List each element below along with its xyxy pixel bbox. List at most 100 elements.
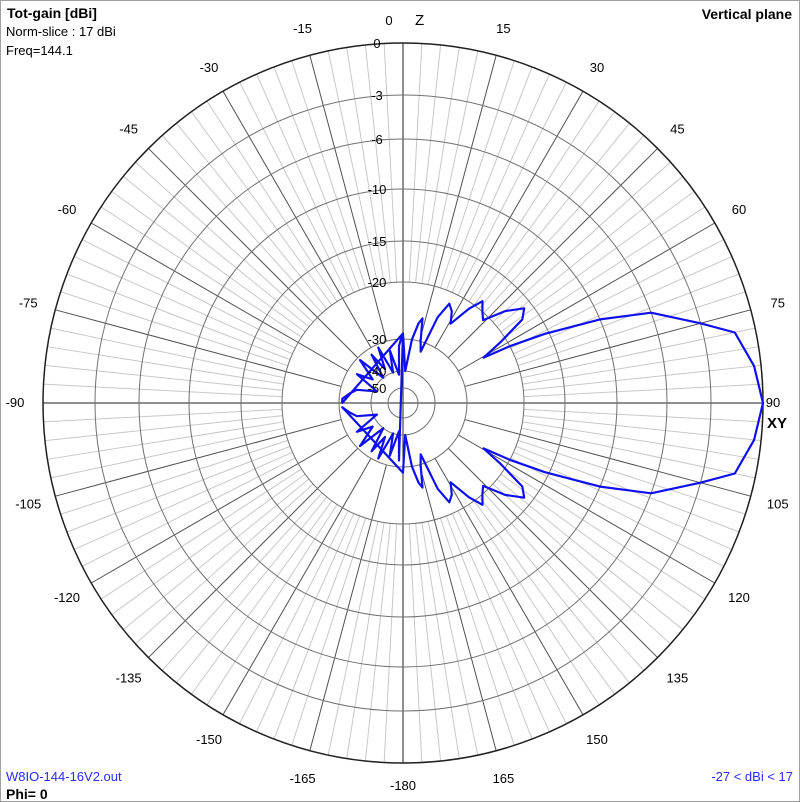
minor-gridline xyxy=(383,523,398,763)
minor-gridline xyxy=(523,383,763,398)
ring-circle xyxy=(94,94,712,712)
chart-title: Tot-gain [dBi] xyxy=(7,5,97,21)
minor-gridline xyxy=(408,43,423,283)
minor-gridline xyxy=(190,500,333,695)
minor-gridline xyxy=(521,427,756,479)
minor-gridline xyxy=(66,445,291,533)
minor-gridline xyxy=(510,239,724,349)
minor-gridline xyxy=(427,521,479,756)
phi-label: Phi= 0 xyxy=(6,786,48,802)
minor-gridline xyxy=(161,135,323,314)
major-gridline xyxy=(419,55,497,342)
ring-circle xyxy=(387,387,419,419)
minor-gridline xyxy=(523,364,762,391)
minor-gridline xyxy=(513,256,733,355)
angle-label: 60 xyxy=(732,202,746,217)
minor-gridline xyxy=(44,364,283,391)
minor-gridline xyxy=(457,510,567,724)
minor-gridline xyxy=(239,510,349,724)
minor-gridline xyxy=(206,504,338,706)
minor-gridline xyxy=(291,60,367,289)
minor-gridline xyxy=(457,82,567,296)
gain-range-label: -27 < dBi < 17 xyxy=(711,769,793,784)
major-gridline xyxy=(309,464,387,751)
minor-gridline xyxy=(451,513,550,733)
ring-label: -20 xyxy=(368,275,387,290)
ring-labels: 0 -3 -6 -10 -15 -20 -30 -40 -50 xyxy=(368,36,387,396)
major-gridline xyxy=(222,458,372,716)
angle-label: 105 xyxy=(767,496,789,511)
minor-gridline xyxy=(60,439,289,515)
major-gridline xyxy=(458,222,716,372)
minor-gridline xyxy=(483,135,645,314)
minor-gridline xyxy=(473,500,616,695)
minor-gridline xyxy=(273,515,361,740)
minor-gridline xyxy=(273,66,361,291)
minor-gridline xyxy=(364,523,391,762)
pattern-trace-group xyxy=(341,300,765,506)
major-gridline xyxy=(458,434,716,584)
minor-gridline xyxy=(421,522,460,759)
minor-gridline xyxy=(415,44,442,283)
minor-gridline xyxy=(522,346,759,385)
angle-label: -45 xyxy=(119,122,138,137)
minor-gridline xyxy=(445,66,533,291)
minor-gridline xyxy=(510,457,724,567)
major-gridline xyxy=(55,419,342,497)
major-gridline xyxy=(464,309,751,387)
ring-label: 0 xyxy=(373,36,380,51)
minor-gridline xyxy=(473,111,616,306)
z-axis-label: Z xyxy=(415,12,425,29)
angle-label: 30 xyxy=(590,60,604,75)
minor-gridline xyxy=(478,496,630,684)
minor-gridline xyxy=(492,161,671,323)
minor-gridline xyxy=(517,439,746,515)
angle-label: 120 xyxy=(728,590,750,605)
minor-gridline xyxy=(427,50,479,285)
minor-gridline xyxy=(521,327,756,379)
minor-gridline xyxy=(500,190,695,333)
minor-gridline xyxy=(522,421,759,460)
minor-gridline xyxy=(439,517,515,746)
major-gridline xyxy=(309,55,387,342)
major-gridline xyxy=(434,458,584,716)
minor-gridline xyxy=(383,43,398,283)
minor-gridline xyxy=(483,492,645,671)
minor-gridline xyxy=(122,478,310,630)
minor-gridline xyxy=(504,468,706,600)
minor-gridline xyxy=(408,523,423,763)
minor-gridline xyxy=(513,451,733,550)
minor-gridline xyxy=(100,206,302,338)
angle-label: -60 xyxy=(58,202,77,217)
major-gridline xyxy=(55,309,342,387)
major-gridline xyxy=(434,90,584,348)
angle-label: 75 xyxy=(771,296,785,311)
minor-gridline xyxy=(111,190,306,333)
major-gridline xyxy=(90,434,348,584)
minor-gridline xyxy=(291,517,367,746)
angle-labels: 0153045607590105120135150165-180-165-150… xyxy=(6,13,789,793)
minor-gridline xyxy=(468,504,600,706)
minor-gridline xyxy=(50,327,285,379)
minor-gridline xyxy=(60,291,289,367)
minor-gridline xyxy=(161,492,323,671)
minor-gridline xyxy=(47,346,284,385)
major-gridline xyxy=(447,447,658,658)
ring-label: -40 xyxy=(368,364,387,379)
minor-gridline xyxy=(206,100,338,302)
minor-gridline xyxy=(364,44,391,283)
minor-gridline xyxy=(523,408,763,423)
ring-circle xyxy=(240,240,566,566)
minor-gridline xyxy=(50,427,285,479)
angle-label: -150 xyxy=(196,732,222,747)
minor-gridline xyxy=(239,82,349,296)
angle-label: -105 xyxy=(15,496,41,511)
angle-label: 0 xyxy=(385,13,392,28)
minor-gridline xyxy=(492,483,671,645)
minor-gridline xyxy=(256,73,355,293)
minor-gridline xyxy=(100,468,302,600)
ring-label: -50 xyxy=(368,381,387,396)
minor-gridline xyxy=(190,111,333,306)
